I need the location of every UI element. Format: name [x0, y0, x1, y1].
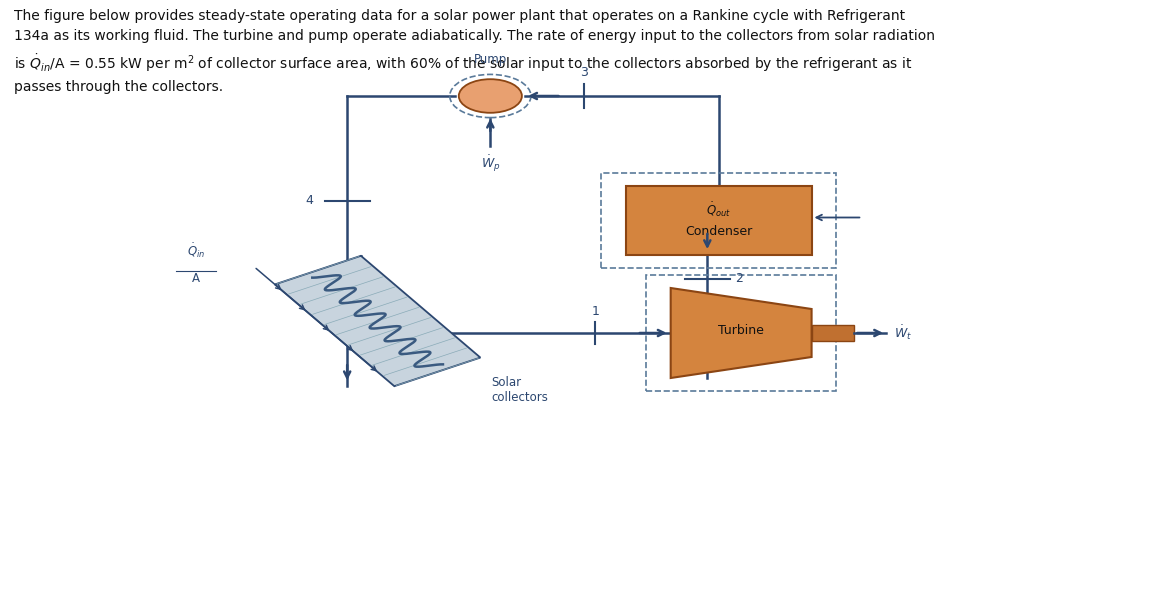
Text: The figure below provides steady-state operating data for a solar power plant th: The figure below provides steady-state o…: [14, 9, 935, 94]
Text: $\dot{Q}_{in}$: $\dot{Q}_{in}$: [187, 242, 205, 260]
Text: Turbine: Turbine: [718, 323, 764, 337]
Text: 3: 3: [580, 66, 588, 79]
Polygon shape: [670, 288, 812, 378]
Text: Pump: Pump: [473, 53, 507, 66]
Text: $\dot{W}_p$: $\dot{W}_p$: [480, 153, 500, 173]
Text: Solar
collectors: Solar collectors: [492, 376, 549, 404]
FancyBboxPatch shape: [625, 186, 812, 255]
Polygon shape: [275, 256, 480, 386]
Text: $\dot{Q}_{out}$: $\dot{Q}_{out}$: [706, 200, 731, 219]
FancyBboxPatch shape: [812, 325, 855, 341]
Text: 1: 1: [592, 305, 599, 318]
Text: $\dot{W}_t$: $\dot{W}_t$: [894, 323, 912, 343]
Text: Condenser: Condenser: [684, 225, 752, 238]
Text: 4: 4: [305, 194, 313, 208]
Text: 2: 2: [735, 272, 744, 286]
Circle shape: [458, 79, 522, 113]
Text: A: A: [191, 272, 200, 286]
